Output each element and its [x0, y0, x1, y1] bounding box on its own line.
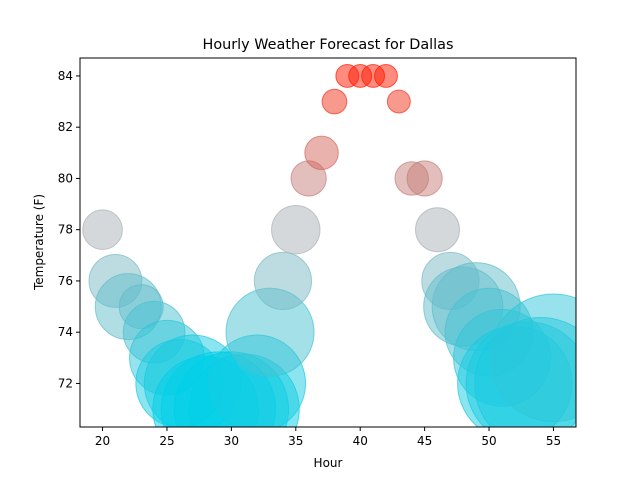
y-axis-label: Temperature (F) [32, 194, 46, 291]
plot-frame [79, 57, 577, 428]
x-tick-label: 45 [417, 434, 432, 448]
scatter-point [489, 293, 576, 423]
y-tick-label: 80 [58, 171, 73, 185]
y-tick-label: 78 [58, 223, 73, 237]
scatter-point [82, 209, 123, 250]
scatter-point [271, 204, 321, 255]
x-tick-label: 35 [288, 434, 303, 448]
x-tick-label: 30 [224, 434, 239, 448]
scatter-point [406, 160, 443, 197]
y-tick-label: 76 [58, 274, 73, 288]
scatter-point [386, 89, 411, 114]
scatter-point [415, 207, 461, 253]
y-tick-label: 82 [58, 120, 73, 134]
scatter-point [374, 63, 398, 88]
y-tick-label: 74 [58, 325, 73, 339]
scatter-point [304, 135, 339, 171]
x-axis: 20 25 30 35 40 45 50 55 [95, 427, 561, 448]
chart-title: Hourly Weather Forecast for Dallas [203, 37, 454, 53]
x-tick-label: 40 [353, 434, 368, 448]
y-tick-label: 84 [58, 69, 73, 83]
y-tick-label: 72 [58, 376, 73, 390]
x-tick-label: 50 [481, 434, 496, 448]
x-axis-label: Hour [314, 456, 343, 470]
x-tick-label: 20 [95, 434, 110, 448]
scatter-point [321, 88, 348, 115]
x-tick-label: 25 [159, 434, 174, 448]
y-axis: 72 74 76 78 80 82 84 [58, 69, 80, 390]
points-layer [82, 63, 576, 427]
x-tick-label: 55 [546, 434, 561, 448]
scatter-point [253, 251, 313, 311]
